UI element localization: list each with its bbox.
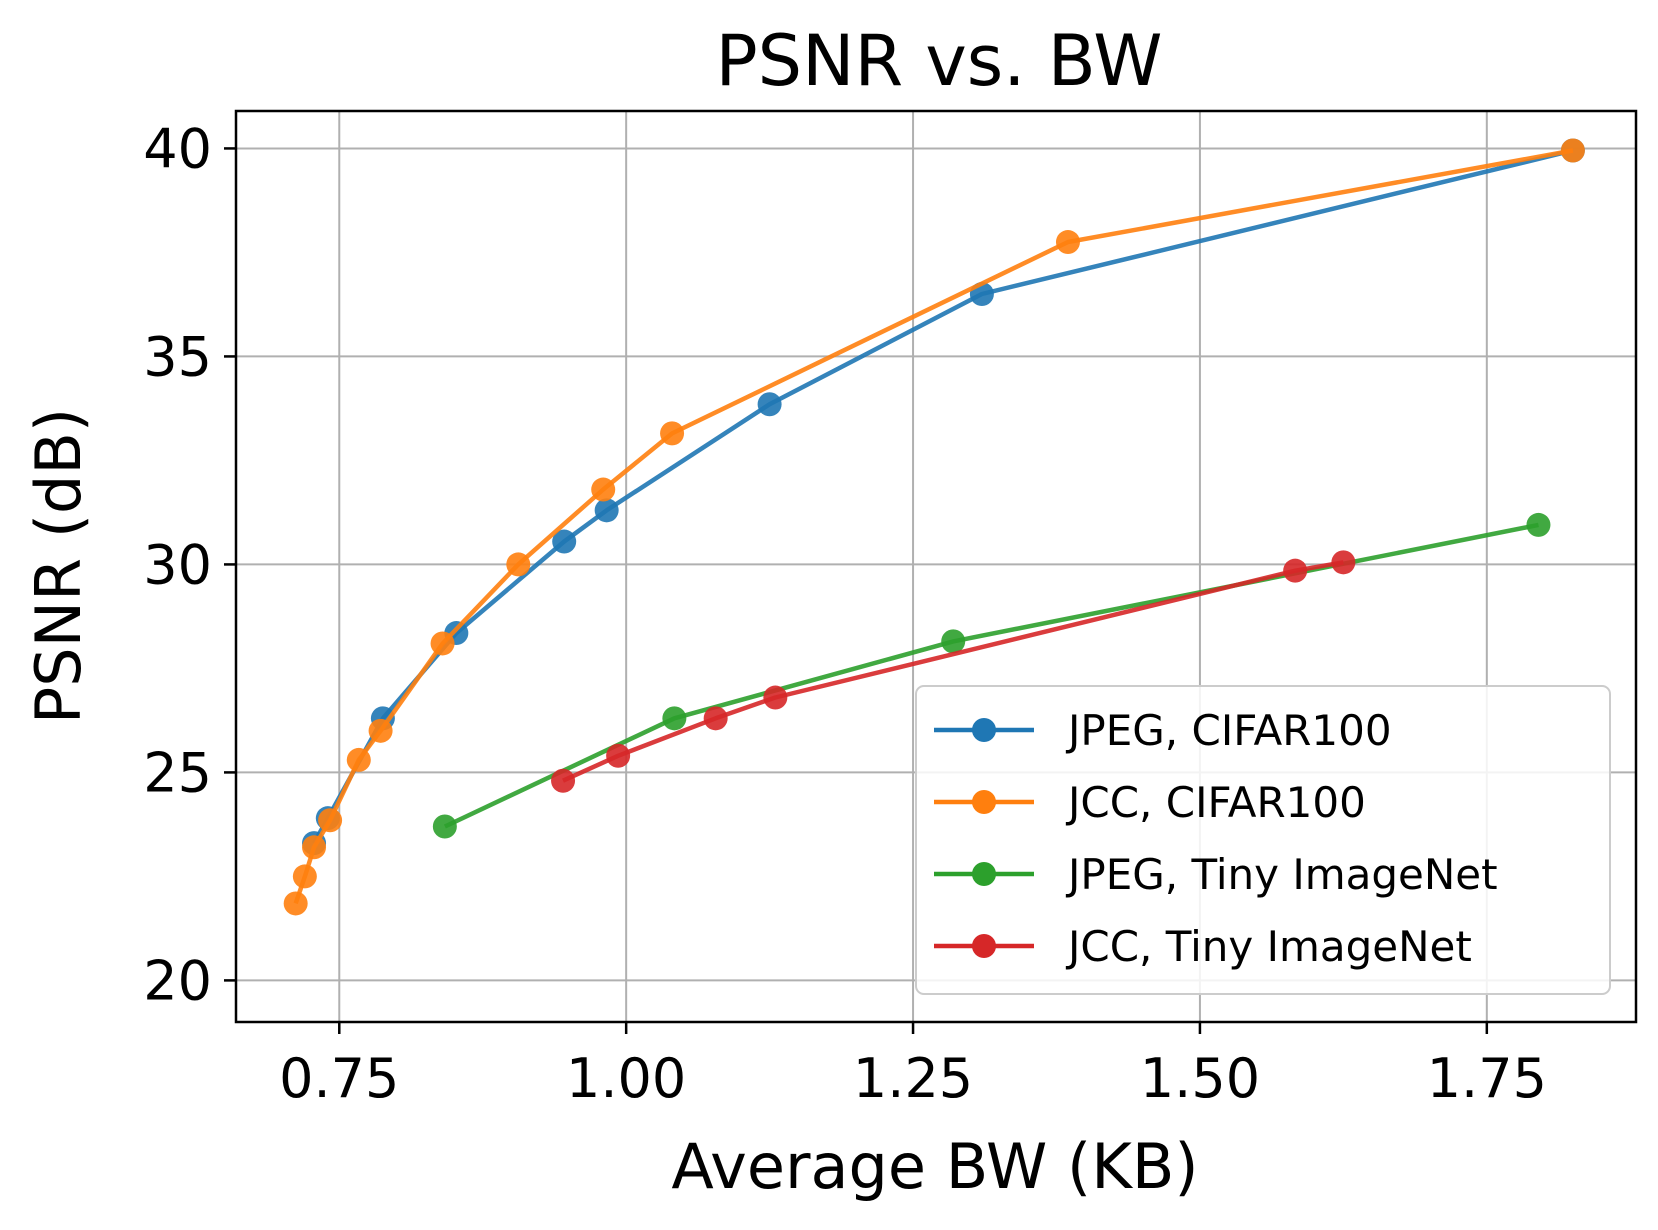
data-point bbox=[763, 685, 788, 710]
data-point bbox=[346, 747, 371, 772]
data-point bbox=[292, 864, 317, 889]
y-axis-label: PSNR (dB) bbox=[22, 408, 95, 724]
legend-swatch-marker bbox=[972, 718, 996, 742]
x-tick-label: 1.00 bbox=[566, 1047, 686, 1110]
data-point bbox=[662, 706, 687, 731]
plot-frame bbox=[234, 109, 1638, 1024]
legend-items: JPEG, CIFAR100 JCC, CIFAR100 JPEG, Tiny Im… bbox=[934, 706, 1498, 971]
legend-label: JCC, CIFAR100 bbox=[1065, 778, 1366, 827]
data-point bbox=[432, 814, 457, 839]
legend-box bbox=[915, 685, 1611, 995]
series-3 bbox=[551, 550, 1356, 793]
data-point bbox=[591, 477, 616, 502]
legend-label: JPEG, Tiny ImageNet bbox=[1065, 850, 1498, 899]
legend-swatch-marker bbox=[972, 862, 996, 886]
data-point bbox=[302, 835, 327, 860]
x-axis-ticks: 0.75 1.00 1.25 1.50 1.75 bbox=[279, 1022, 1547, 1110]
data-point bbox=[606, 743, 631, 768]
chart-title: PSNR vs. BW bbox=[715, 20, 1162, 102]
legend: JPEG, CIFAR100 JCC, CIFAR100 JPEG, Tiny Im… bbox=[915, 685, 1611, 995]
legend-label: JPEG, CIFAR100 bbox=[1065, 706, 1392, 755]
data-point bbox=[368, 718, 393, 743]
data-point bbox=[660, 421, 685, 446]
data-point bbox=[283, 891, 308, 916]
data-point bbox=[757, 392, 782, 417]
data-point bbox=[703, 706, 728, 731]
data-point bbox=[594, 498, 619, 523]
y-tick-label: 25 bbox=[143, 741, 212, 804]
legend-label: JCC, Tiny ImageNet bbox=[1065, 922, 1472, 971]
x-tick-label: 0.75 bbox=[279, 1047, 399, 1110]
x-tick-label: 1.75 bbox=[1427, 1047, 1547, 1110]
data-point bbox=[1283, 558, 1308, 583]
x-axis-label: Average BW (KB) bbox=[671, 1130, 1198, 1203]
y-tick-label: 20 bbox=[143, 949, 212, 1012]
series-layer bbox=[283, 138, 1585, 916]
data-point bbox=[1526, 512, 1551, 537]
data-point bbox=[1560, 138, 1585, 163]
legend-swatch-marker bbox=[972, 934, 996, 958]
x-tick-label: 1.50 bbox=[1140, 1047, 1260, 1110]
data-point bbox=[506, 552, 531, 577]
data-point bbox=[552, 529, 577, 554]
y-tick-label: 35 bbox=[143, 325, 212, 388]
y-tick-label: 30 bbox=[143, 533, 212, 596]
data-point bbox=[1331, 550, 1356, 575]
data-point bbox=[551, 768, 576, 793]
data-point bbox=[941, 629, 966, 654]
data-point bbox=[318, 808, 343, 833]
series-1 bbox=[283, 138, 1585, 916]
data-point bbox=[1055, 230, 1080, 255]
data-point bbox=[430, 631, 455, 656]
legend-swatch-marker bbox=[972, 790, 996, 814]
y-tick-label: 40 bbox=[143, 117, 212, 180]
x-tick-label: 1.25 bbox=[853, 1047, 973, 1110]
y-axis-ticks: 20 25 30 35 40 bbox=[143, 117, 236, 1012]
